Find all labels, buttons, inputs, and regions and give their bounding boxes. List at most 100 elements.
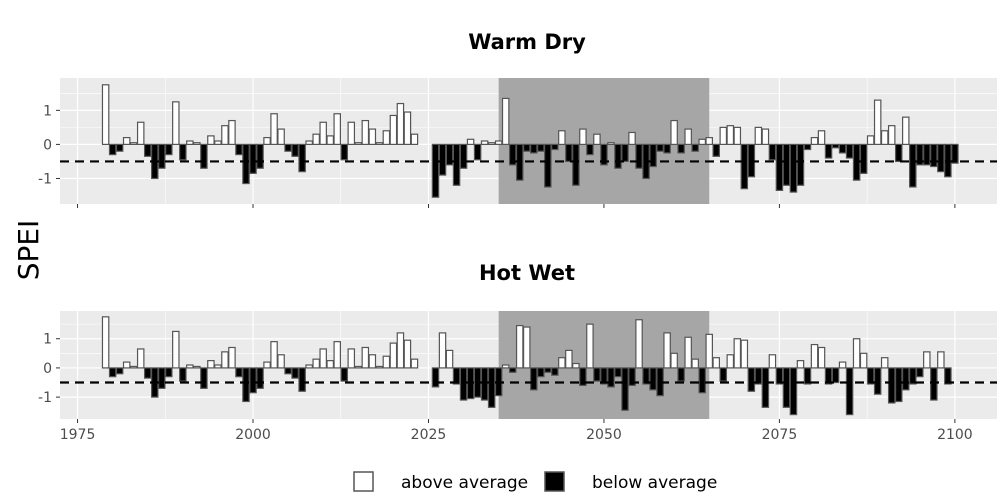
bar-projected-2039 [522,143,531,152]
bar-projected-2095 [916,367,924,378]
bar-observed-2014 [347,348,356,369]
bar-projected-2080 [810,136,819,146]
bar-observed-2005 [284,143,292,152]
bar-projected-2081 [817,130,826,146]
legend-label-below-average: below average [592,473,717,493]
bar-projected-2046 [572,362,580,369]
bar-observed-1993 [200,143,208,169]
bar-projected-2026 [431,143,440,198]
bar-projected-2074 [768,143,777,161]
bar-projected-2072 [754,367,763,385]
bar-observed-1990 [179,143,187,161]
bar-projected-2047 [579,128,587,146]
bar-projected-2046 [572,143,580,186]
bar-projected-2075 [775,367,784,385]
bar-projected-2033 [480,367,489,401]
bar-projected-2087 [859,143,868,174]
y-tick-label: 1 [43,103,52,119]
bar-projected-2082 [824,143,833,159]
bar-observed-2017 [368,128,377,146]
x-tick-label: 2050 [586,427,622,443]
y-tick-label: 1 [43,332,52,348]
bar-observed-2013 [340,143,349,161]
bar-projected-2057 [649,143,657,168]
bar-projected-2079 [803,367,812,385]
bar-projected-2096 [923,143,931,166]
bar-projected-2094 [909,367,917,385]
bar-projected-2040 [530,143,538,154]
bar-projected-2041 [537,367,545,378]
bar-observed-2000 [249,367,257,394]
bar-projected-2084 [838,361,847,369]
bar-observed-1999 [242,367,250,403]
bar-projected-2067 [719,126,728,146]
bar-observed-2001 [256,367,264,389]
bar-projected-2064 [698,138,706,146]
bar-projected-2085 [845,367,854,416]
bar-projected-2027 [438,332,447,369]
bar-projected-2051 [607,142,615,146]
bar-observed-1984 [136,121,145,146]
bar-projected-2077 [789,143,798,193]
bar-observed-1991 [186,140,194,146]
bar-observed-1989 [172,330,180,369]
bar-observed-1982 [122,361,131,369]
bar-projected-2032 [473,143,482,161]
x-tick-label: 2025 [411,427,447,443]
bar-observed-2013 [340,367,349,382]
bar-projected-2065 [705,136,713,146]
bar-observed-1979 [101,84,110,146]
bar-observed-2005 [284,367,292,375]
bar-projected-2059 [663,143,671,154]
bar-observed-2007 [298,367,306,392]
bar-observed-1979 [101,316,110,369]
bar-projected-2056 [642,367,650,385]
bar-observed-2020 [389,114,398,146]
bar-observed-2011 [326,360,334,369]
bar-projected-2082 [824,367,833,385]
bar-observed-2009 [312,358,320,369]
bar-projected-2045 [565,143,573,163]
bar-observed-2010 [319,121,327,146]
bar-projected-2078 [796,360,805,369]
panel-title-hot-wet: Hot Wet [479,261,575,285]
bar-projected-2029 [452,143,461,186]
bar-projected-2074 [768,354,777,369]
bar-observed-2019 [382,355,391,369]
y-tick-label: 0 [43,361,52,377]
bar-observed-1984 [136,348,145,369]
bar-observed-1983 [129,142,138,146]
bar-projected-2058 [656,143,664,152]
bar-observed-1980 [108,143,117,156]
bar-projected-2072 [754,126,763,146]
bar-projected-2042 [544,143,552,188]
bar-observed-2018 [375,142,384,146]
bar-observed-2017 [368,354,377,369]
bar-projected-2036 [501,97,510,146]
bar-projected-2054 [628,131,636,146]
bar-observed-2016 [361,119,370,146]
bar-projected-2066 [712,143,721,157]
bar-observed-2002 [263,136,271,146]
bar-projected-2089 [873,99,882,146]
legend: above average below average [353,471,717,493]
bar-observed-1996 [221,125,229,146]
bar-observed-2004 [277,128,285,146]
bar-projected-2089 [873,367,882,395]
y-axis-label: SPEI [12,220,45,281]
bar-projected-2026 [431,367,440,388]
bar-projected-2059 [663,332,671,369]
bar-observed-1987 [158,143,166,169]
bar-projected-2047 [579,367,587,387]
bar-projected-2064 [698,367,706,394]
bar-projected-2096 [923,351,931,369]
bar-observed-1983 [129,365,138,369]
bar-projected-2034 [487,142,496,146]
bar-observed-1992 [193,365,201,369]
bar-projected-2060 [670,352,678,369]
legend-key-below-average [544,471,565,492]
bar-observed-1985 [143,367,152,379]
bar-projected-2086 [852,338,861,369]
bar-projected-2035 [494,140,503,146]
bar-projected-2061 [677,367,685,382]
